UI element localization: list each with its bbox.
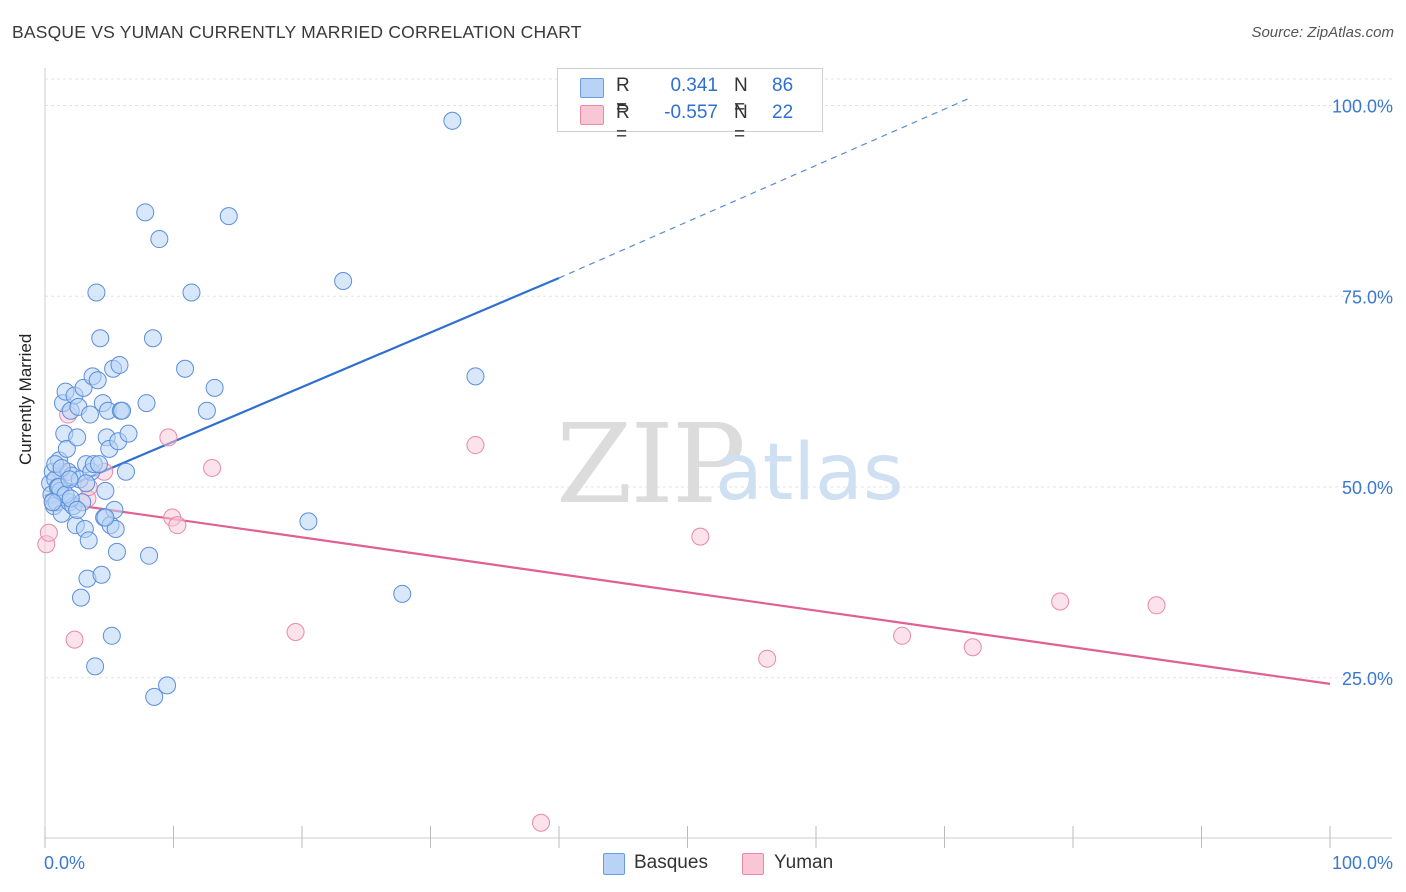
basques-point [68,500,87,519]
basques-r-value: 0.341 [670,75,718,96]
basques-point [116,462,135,481]
trend-lines [44,97,1331,685]
yuman-legend-label: Yuman [774,852,834,873]
basques-point [158,676,177,695]
yuman-point [65,630,84,649]
basques-point [466,367,485,386]
grid-lines [45,78,1392,679]
basques-point [140,546,159,565]
yuman-point [893,626,912,645]
yuman-point [286,622,305,641]
basques-point [60,470,79,489]
basques-point [145,687,164,706]
basques-point [107,542,126,561]
basques-point [393,584,412,603]
y-axis-label: Currently Married [16,333,35,465]
yuman-point [691,527,710,546]
watermark-atlas: atlas [715,428,904,518]
y-tick-label: 100.0% [1332,97,1393,117]
r-label: R = [616,75,630,118]
basques-point [137,394,156,413]
basques-point [80,405,99,424]
basques-point [57,439,76,458]
yuman-point [963,638,982,657]
basques-point [182,283,201,302]
basques-point [176,359,195,378]
yuman-point [159,428,178,447]
basques-point [71,588,90,607]
basques-point [102,626,121,645]
basques-point [299,512,318,531]
basques-legend-swatch [603,853,625,875]
yuman-trend-line [44,499,1331,685]
yuman-point [168,516,187,535]
yuman-n-value: 22 [772,102,794,123]
basques-point [86,657,105,676]
basques-trend-line [44,276,560,498]
x-tick-label-start: 0.0% [44,853,85,873]
basques-point [79,531,98,550]
basques-point [113,401,132,420]
y-tick-label: 25.0% [1342,669,1393,689]
basques-swatch [580,78,604,98]
yuman-point [466,436,485,455]
basques-point [110,355,129,374]
chart-title: BASQUE VS YUMAN CURRENTLY MARRIED CORREL… [12,22,582,42]
basques-point [334,272,353,291]
source-label: Source: ZipAtlas.com [1251,24,1394,41]
basques-point [143,329,162,348]
basques-point [87,283,106,302]
basques-point [88,371,107,390]
y-tick-label: 75.0% [1342,287,1393,307]
tick-labels: 25.0% 50.0% 75.0% 100.0% 0.0% 100.0% [44,97,1393,873]
basques-point [136,203,155,222]
yuman-swatch [580,105,604,125]
basques-point [219,207,238,226]
basques-n-value: 86 [772,75,794,96]
basques-point [443,111,462,130]
basques-point [119,424,138,443]
n-label: N = [734,75,748,118]
yuman-r-value: -0.557 [664,102,718,123]
basques-point [92,565,111,584]
yuman-point [532,813,551,832]
basques-trend-extension [558,97,971,279]
yuman-point [758,649,777,668]
yuman-point [203,458,222,477]
yuman-legend-swatch [742,853,764,875]
basques-point [96,481,115,500]
watermark-zip: ZIP [556,400,746,528]
yuman-point [1147,596,1166,615]
basques-point [43,493,62,512]
basques-point [89,455,108,474]
yuman-point [39,523,58,542]
basques-points [41,111,485,706]
x-tick-label-end: 100.0% [1332,853,1393,873]
basques-point [106,519,125,538]
basques-point [150,230,169,249]
stats-legend: R = 0.341 N = 86 R = -0.557 N = 22 [557,68,823,145]
axes [44,68,1392,848]
basques-point [91,329,110,348]
basques-point [68,428,87,447]
basques-point [197,401,216,420]
n-label: N = [734,102,748,145]
basques-legend-label: Basques [634,852,708,873]
y-tick-label: 50.0% [1342,478,1393,498]
basques-point [77,474,96,493]
basques-point [96,508,115,527]
r-label: R = [616,102,630,145]
yuman-point [1051,592,1070,611]
basques-point [205,378,224,397]
